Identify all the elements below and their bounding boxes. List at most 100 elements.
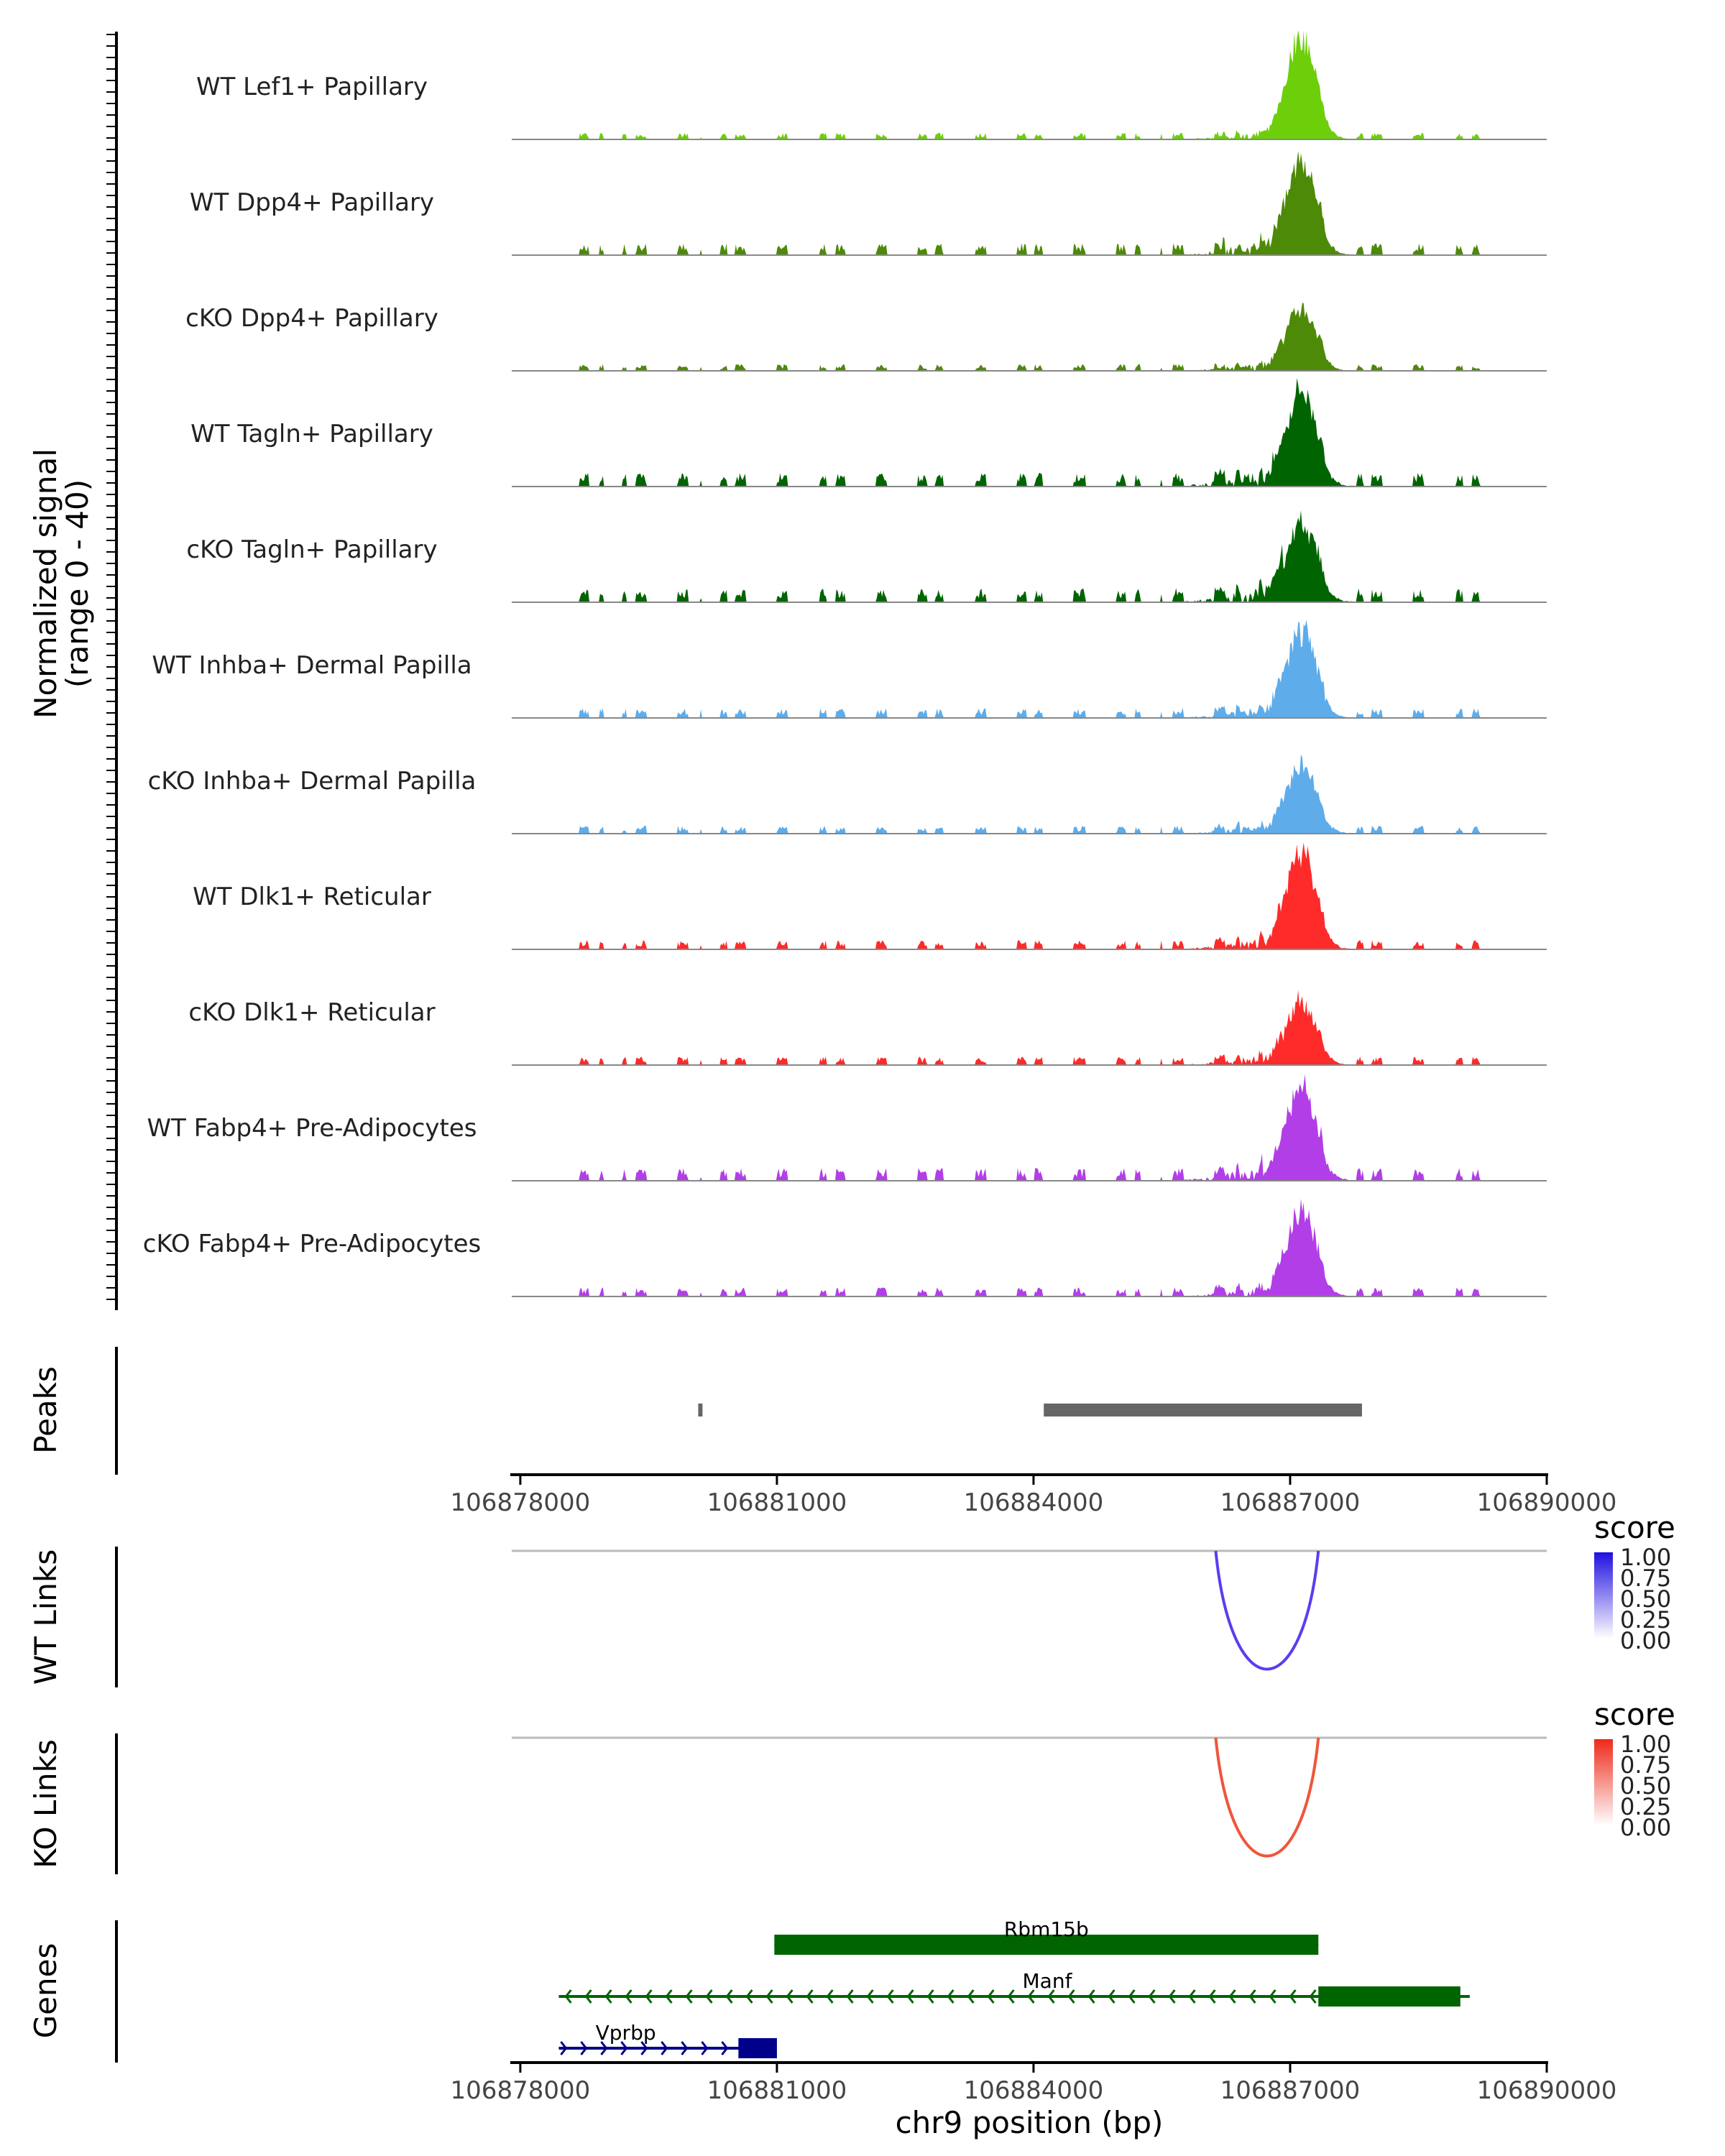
coverage-area xyxy=(554,842,1522,949)
strand-arrow xyxy=(564,1989,572,2004)
legend-tick-label: 0.75 xyxy=(1620,1751,1671,1779)
coverage-y-axis-label: Normalized signal(range 0 - 40) xyxy=(28,448,95,719)
strand-arrow xyxy=(926,1989,934,2004)
gene-label: Vprbp xyxy=(596,2021,656,2045)
track-cko-fabp4-pre-adipocytes: cKO Fabp4+ Pre-Adipocytes xyxy=(143,1198,1547,1297)
strand-arrow xyxy=(580,2041,588,2055)
strand-arrow xyxy=(620,2041,628,2055)
strand-arrow xyxy=(640,2041,648,2055)
strand-arrow xyxy=(1027,1989,1035,2004)
legend-tick-label: 1.00 xyxy=(1620,1544,1671,1571)
legend-tick-label: 0.00 xyxy=(1620,1627,1671,1654)
coverage-area xyxy=(554,619,1522,718)
gene-label: Rbm15b xyxy=(1004,1917,1089,1941)
strand-arrow xyxy=(1188,1989,1196,2004)
legend-tick-label: 1.00 xyxy=(1620,1731,1671,1758)
track-label: cKO Dpp4+ Papillary xyxy=(185,304,438,333)
strand-arrow xyxy=(1168,1989,1176,2004)
strand-arrow xyxy=(886,1989,894,2004)
strand-arrow xyxy=(1309,1989,1317,2004)
genes-x-tick-label: 106890000 xyxy=(1477,2076,1617,2105)
coverage-area xyxy=(554,1198,1522,1296)
track-wt-tagln-papillary: WT Tagln+ Papillary xyxy=(190,378,1547,487)
strand-arrow xyxy=(681,2041,689,2055)
legend-colorbar xyxy=(1594,1739,1613,1825)
coverage-area xyxy=(554,150,1522,255)
strand-arrow xyxy=(1289,1989,1297,2004)
track-label: WT Lef1+ Papillary xyxy=(196,73,428,101)
track-label: WT Dlk1+ Reticular xyxy=(193,883,431,911)
legend-tick-label: 0.25 xyxy=(1620,1606,1671,1634)
peaks-panel: Peaks 106878000 106881000 106884000 10688700… xyxy=(28,1347,1616,1517)
gene-label: Manf xyxy=(1023,1969,1073,1993)
track-cko-dpp4-papillary: cKO Dpp4+ Papillary xyxy=(185,303,1547,372)
track-cko-dlk1-reticular: cKO Dlk1+ Reticular xyxy=(188,990,1547,1066)
coverage-area xyxy=(554,378,1522,487)
strand-arrow xyxy=(705,1989,713,2004)
genes-x-tick-label: 106881000 xyxy=(707,2076,847,2105)
legend-tick-label: 0.00 xyxy=(1620,1814,1671,1841)
peak-region xyxy=(1044,1404,1362,1416)
strand-arrow xyxy=(1248,1989,1256,2004)
coverage-area xyxy=(554,754,1522,834)
coverage-area xyxy=(554,990,1522,1065)
strand-arrow xyxy=(1269,1989,1276,2004)
track-label: WT Tagln+ Papillary xyxy=(190,420,433,448)
track-label: WT Dpp4+ Papillary xyxy=(190,188,434,217)
strand-arrow xyxy=(600,2041,608,2055)
y-label-line-1: Normalized signal xyxy=(28,448,63,719)
strand-arrow xyxy=(967,1989,975,2004)
strand-arrow xyxy=(1047,1989,1055,2004)
strand-arrow xyxy=(745,1989,753,2004)
gene-exon xyxy=(1318,1986,1460,2007)
strand-arrow xyxy=(1228,1989,1236,2004)
peaks-x-tick-label: 106881000 xyxy=(707,1488,847,1517)
strand-arrow xyxy=(560,2041,568,2055)
track-label: cKO Tagln+ Papillary xyxy=(186,535,437,564)
strand-arrow xyxy=(645,1989,653,2004)
peaks-x-tick-label: 106887000 xyxy=(1220,1488,1361,1517)
strand-arrow xyxy=(1007,1989,1015,2004)
links-label: WT Links xyxy=(28,1549,63,1685)
gene-vprbp: Vprbp xyxy=(558,2021,777,2058)
legend-title: score xyxy=(1594,1697,1675,1732)
strand-arrow xyxy=(725,1989,733,2004)
link-arc xyxy=(1214,1550,1320,1671)
link-arc xyxy=(1214,1737,1320,1858)
strand-arrow xyxy=(947,1989,954,2004)
strand-arrow xyxy=(1108,1989,1116,2004)
genes-label: Genes xyxy=(28,1943,63,2039)
strand-arrow xyxy=(846,1989,854,2004)
strand-arrow xyxy=(987,1989,995,2004)
legend-tick-label: 0.75 xyxy=(1620,1565,1671,1592)
peaks-x-tick-label: 106884000 xyxy=(964,1488,1104,1517)
strand-arrow xyxy=(685,1989,693,2004)
track-cko-tagln-papillary: cKO Tagln+ Papillary xyxy=(186,510,1547,603)
track-wt-inhba-dermal-papilla: WT Inhba+ Dermal Papilla xyxy=(152,619,1547,719)
strand-arrow xyxy=(1087,1989,1095,2004)
legend-tick-label: 0.25 xyxy=(1620,1793,1671,1820)
gene-exon xyxy=(774,1935,1319,1955)
peaks-x-tick-label: 106890000 xyxy=(1477,1488,1617,1517)
strand-arrow xyxy=(721,2041,729,2055)
legend-tick-label: 0.50 xyxy=(1620,1772,1671,1800)
strand-arrow xyxy=(701,2041,709,2055)
strand-arrow xyxy=(826,1989,834,2004)
x-axis-title: chr9 position (bp) xyxy=(896,2105,1164,2140)
track-label: cKO Dlk1+ Reticular xyxy=(188,998,435,1027)
strand-arrow xyxy=(661,2041,668,2055)
genes-panel: Genes Rbm15b Manf Vprbp 106878000 106881000 10… xyxy=(28,1917,1616,2140)
y-label-line-2: (range 0 - 40) xyxy=(60,479,95,688)
strand-arrow xyxy=(806,1989,814,2004)
strand-arrow xyxy=(1128,1989,1136,2004)
coverage-area xyxy=(554,30,1522,139)
strand-arrow xyxy=(625,1989,632,2004)
gene-exon xyxy=(738,2038,777,2058)
strand-arrow xyxy=(665,1989,673,2004)
strand-arrow xyxy=(866,1989,874,2004)
links-label: KO Links xyxy=(28,1739,63,1869)
peaks-x-tick-label: 106878000 xyxy=(451,1488,591,1517)
gene-rbm15b: Rbm15b xyxy=(774,1917,1319,1955)
